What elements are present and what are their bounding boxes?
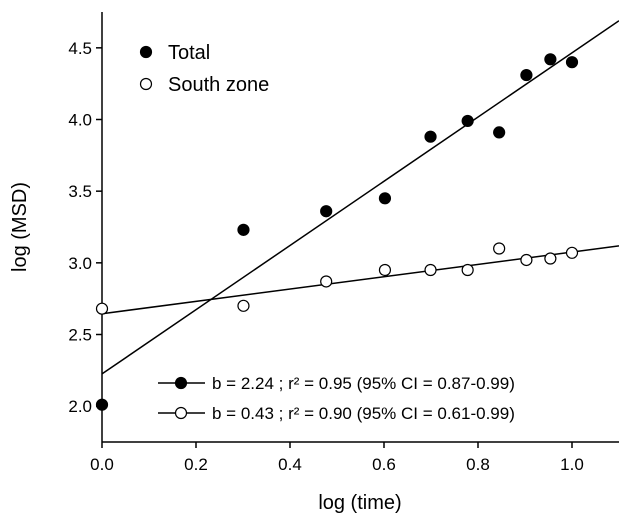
total-point bbox=[424, 130, 437, 143]
south-zone-point bbox=[237, 299, 250, 312]
y-tick-label: 2.0 bbox=[68, 397, 92, 416]
x-tick-label: 0.6 bbox=[372, 455, 396, 474]
x-tick-label: 0.0 bbox=[90, 455, 114, 474]
x-tick-label: 0.4 bbox=[278, 455, 302, 474]
fit-legend-marker-south-zone bbox=[174, 406, 188, 420]
legend-label-total: Total bbox=[168, 42, 210, 64]
total-point bbox=[461, 114, 474, 128]
legend: Total South zone bbox=[139, 42, 269, 96]
total-point bbox=[520, 68, 533, 82]
total-point bbox=[95, 398, 109, 411]
total-point bbox=[237, 223, 250, 236]
fit-legend-marker-total bbox=[174, 376, 188, 390]
legend-marker-total bbox=[139, 45, 153, 59]
y-tick-label: 3.0 bbox=[68, 254, 92, 273]
legend-label-south-zone: South zone bbox=[168, 74, 269, 96]
fit-line-south-zone bbox=[101, 245, 619, 315]
total-point bbox=[493, 126, 506, 139]
south-zone-point bbox=[424, 263, 437, 277]
y-tick-label: 4.0 bbox=[68, 111, 92, 130]
y-axis-title: log (MSD) bbox=[9, 182, 31, 272]
ticks: 0.0 0.2 0.4 0.6 0.8 1.0 2.0 2.5 3.0 3.5 4.0 4.5 bbox=[68, 39, 583, 474]
total-point bbox=[378, 192, 392, 205]
data-points bbox=[95, 53, 579, 411]
y-tick-label: 3.5 bbox=[68, 182, 92, 201]
fit-lines bbox=[101, 20, 619, 375]
south-zone-point bbox=[95, 302, 109, 315]
fit-label-total: b = 2.24 ; r² = 0.95 (95% CI = 0.87-0.99… bbox=[212, 374, 515, 393]
total-point bbox=[320, 205, 333, 218]
south-zone-point bbox=[565, 246, 579, 259]
south-zone-point bbox=[320, 275, 333, 288]
south-zone-point bbox=[378, 263, 392, 277]
total-point bbox=[565, 56, 579, 69]
fit-legend: b = 2.24 ; r² = 0.95 (95% CI = 0.87-0.99… bbox=[158, 374, 515, 423]
y-tick-label: 2.5 bbox=[68, 326, 92, 345]
fit-line-total bbox=[101, 20, 619, 375]
legend-marker-south-zone bbox=[139, 77, 153, 91]
south-zone-point bbox=[493, 242, 506, 255]
total-point bbox=[544, 53, 557, 66]
south-zone-point bbox=[544, 252, 557, 265]
y-tick-label: 4.5 bbox=[68, 39, 92, 58]
axes bbox=[101, 12, 619, 443]
x-tick-label: 0.8 bbox=[466, 455, 490, 474]
south-zone-point bbox=[461, 263, 474, 277]
x-tick-label: 1.0 bbox=[560, 455, 584, 474]
x-axis-title: log (time) bbox=[318, 492, 401, 514]
fit-label-south-zone: b = 0.43 ; r² = 0.90 (95% CI = 0.61-0.99… bbox=[212, 404, 515, 423]
south-zone-point bbox=[520, 253, 533, 267]
x-tick-label: 0.2 bbox=[184, 455, 208, 474]
